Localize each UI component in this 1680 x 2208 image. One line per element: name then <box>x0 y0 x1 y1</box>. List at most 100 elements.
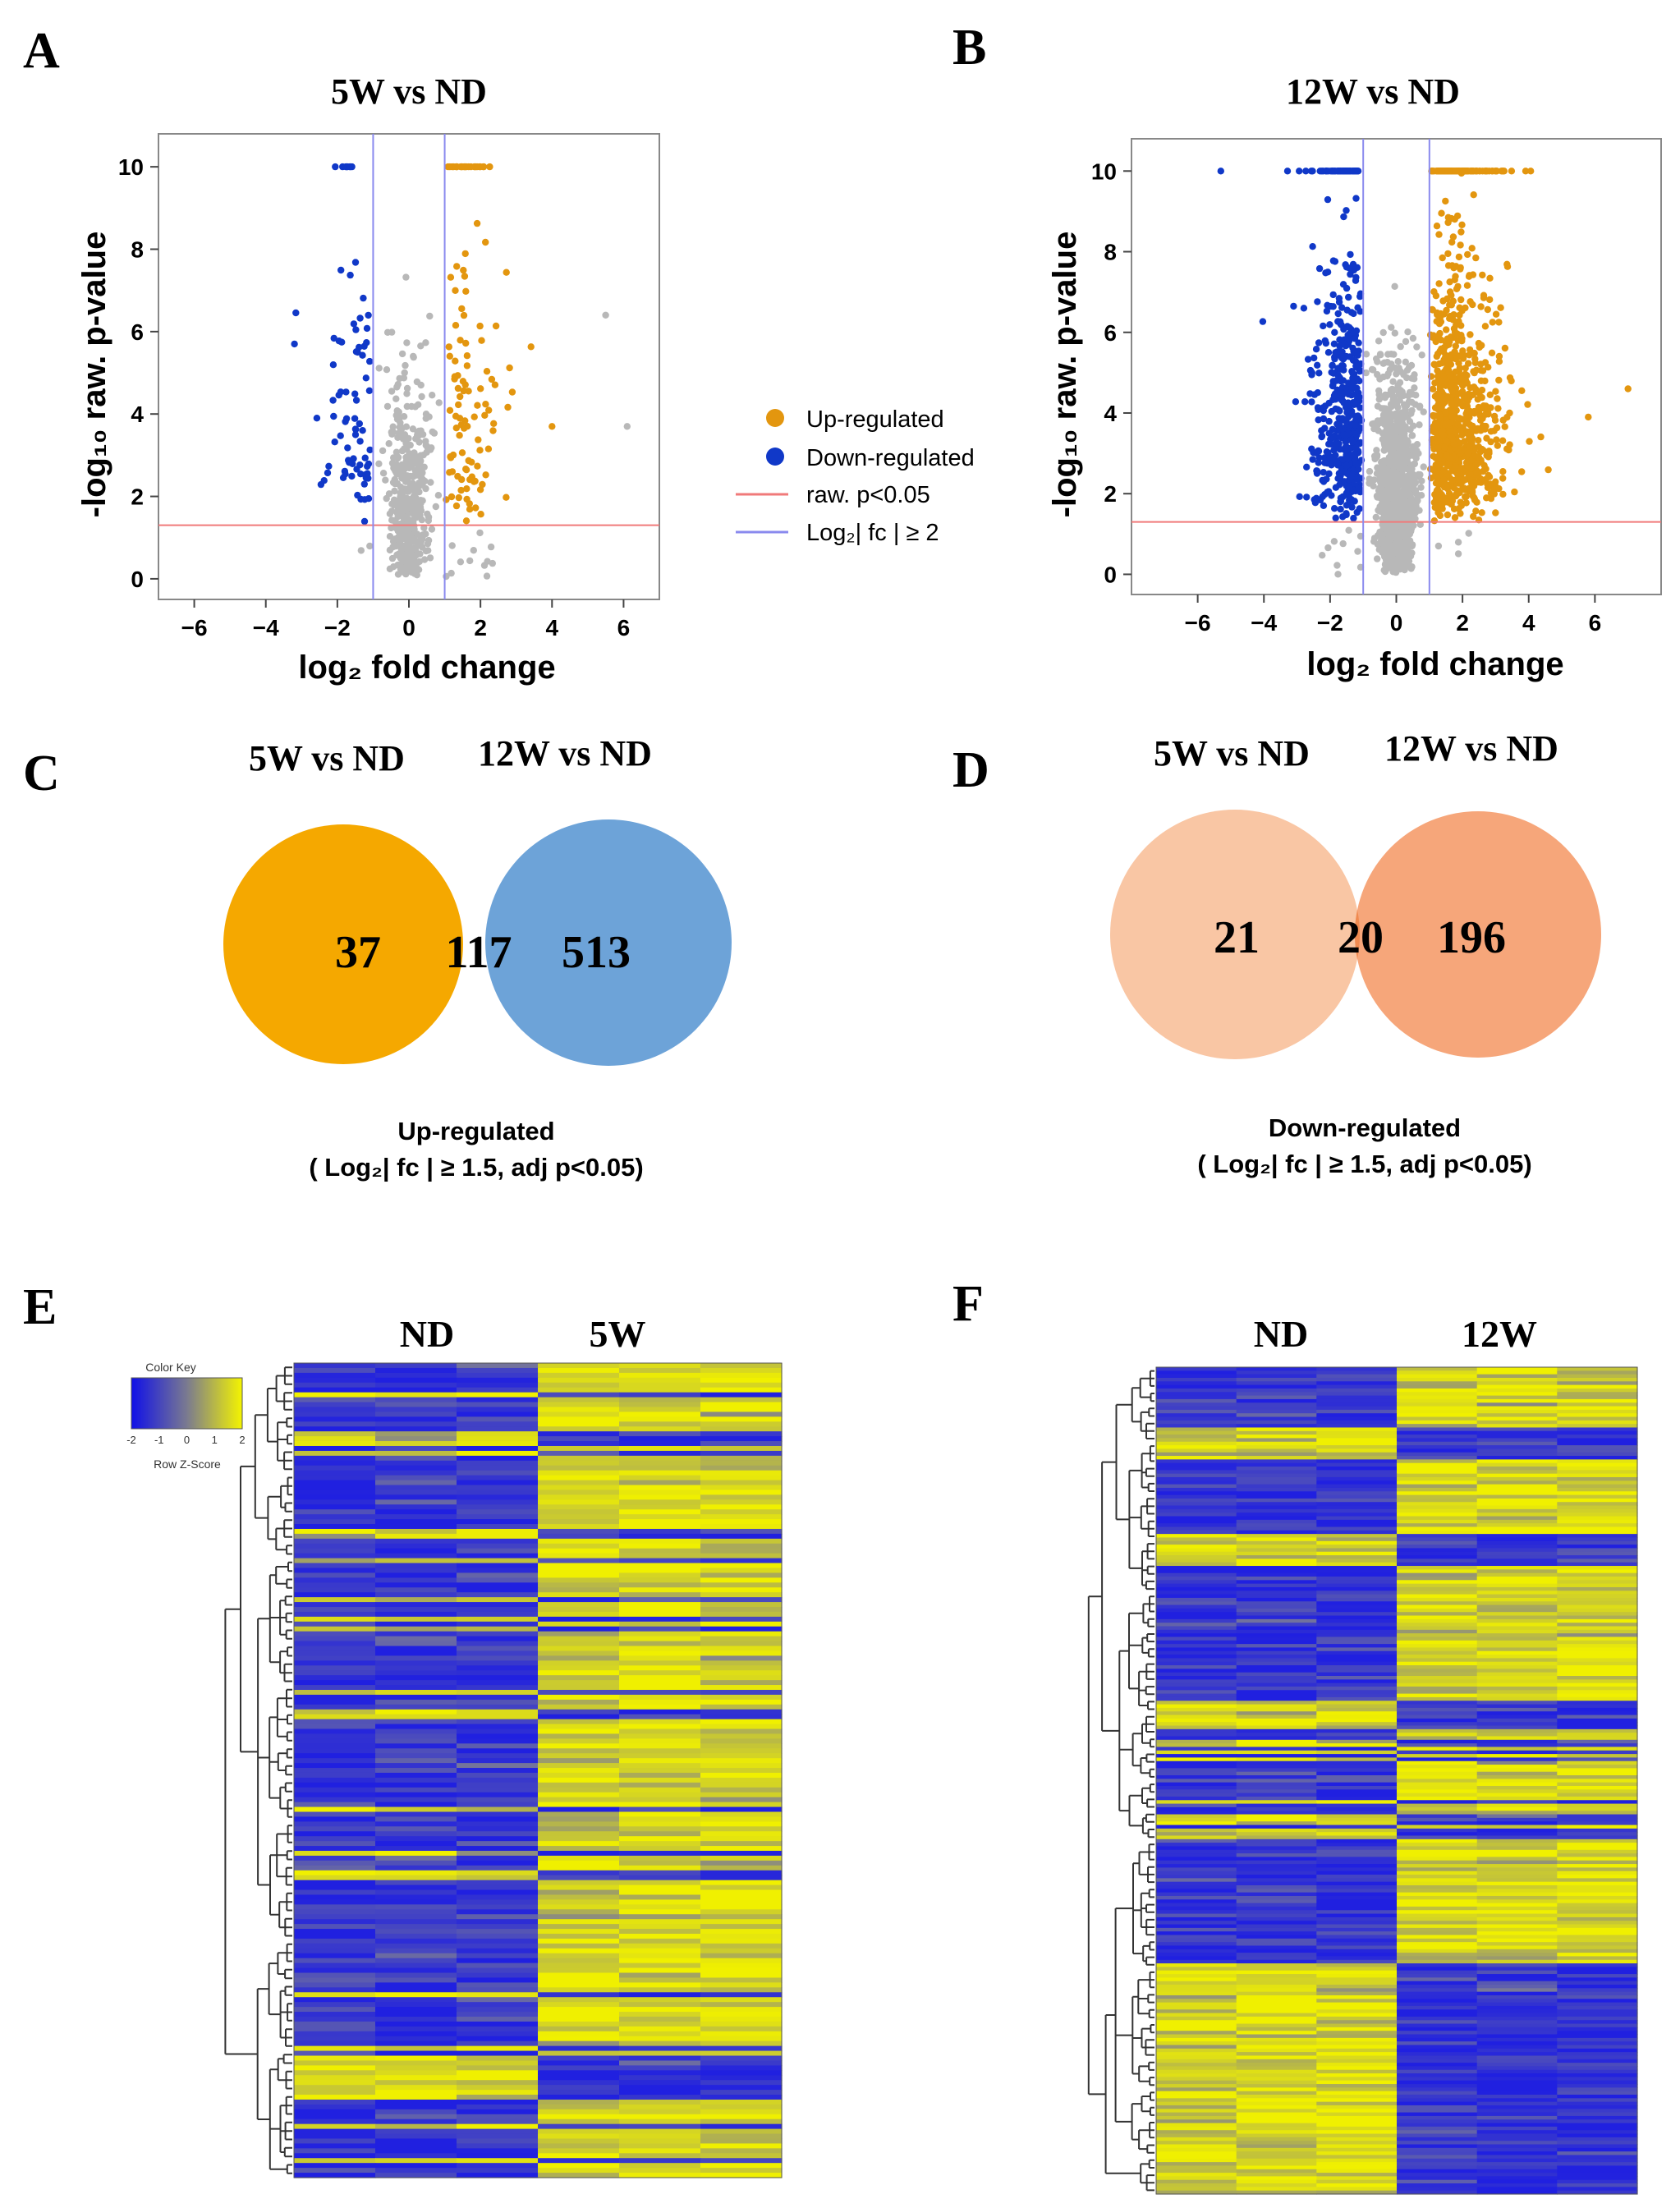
heatE-cells-cell <box>457 1607 539 1613</box>
heatmap-e-dendrogram-branch <box>286 1688 292 1708</box>
volB-point-up <box>1464 418 1471 426</box>
heatF-cells-cell <box>1476 1540 1558 1545</box>
heatF-cells-cell <box>1476 1374 1558 1379</box>
heatE-cells-cell <box>375 1641 457 1647</box>
volA-point-ns <box>400 374 408 382</box>
volB-point-up <box>1494 395 1501 402</box>
heatE-cells-cell <box>375 1602 457 1608</box>
volB-point-down <box>1315 264 1324 273</box>
heatE-cells-cell <box>700 1485 783 1491</box>
volB-point-ns <box>1387 544 1394 551</box>
heatmap-e-dendrogram-branch <box>280 1485 288 1508</box>
heatE-cells-cell <box>294 1367 376 1374</box>
heatE-cells-cell <box>538 1972 620 1979</box>
heatF-cells-cell <box>1476 1530 1558 1535</box>
heatE-cells-cell <box>294 1363 376 1369</box>
heatE-cells-cell <box>538 1855 620 1861</box>
heatE-cells-cell <box>538 1958 620 1964</box>
heatF-cells-cell <box>1236 1491 1317 1496</box>
heatF-cells-cell <box>1236 1456 1317 1460</box>
volB-point-up <box>1451 276 1458 283</box>
heatF-cells-cell <box>1557 1441 1638 1446</box>
volB-point-down <box>1352 421 1359 429</box>
volA-point-down <box>324 469 332 477</box>
heatF-cells-cell <box>1397 1491 1478 1496</box>
heatE-cells-cell <box>619 1509 701 1515</box>
heatE-cells-cell <box>457 2163 539 2169</box>
heatE-cells-cell <box>700 1670 783 1676</box>
volB-point-up <box>1457 498 1464 506</box>
heatE-cells-cell <box>457 1572 539 1578</box>
heatF-cells-cell <box>1316 1438 1398 1443</box>
heatF-cells-cell <box>1476 1498 1558 1503</box>
heatmap-e-dendrogram-branch <box>285 1866 292 1886</box>
volA-point-ns <box>402 496 411 503</box>
venn-c-criteria: ( Log₂| fc | ≥ 1.5, adj p<0.05) <box>309 1153 643 1182</box>
heatE-cells-cell <box>700 1728 783 1735</box>
volB-point-up <box>1462 459 1471 466</box>
volA-point-down <box>365 387 374 394</box>
heatE-cells-cell <box>538 2026 620 2032</box>
heatE-cells-cell <box>700 1929 783 1935</box>
heatE-cells-cell <box>375 1797 457 1803</box>
heatmap-e-dendrogram-branch <box>267 1495 282 1540</box>
heatE-cells-cell <box>457 1436 539 1442</box>
heatF-cells-cell <box>1316 1388 1398 1393</box>
heatE-cells-cell <box>619 1884 701 1891</box>
heatF-cells-cell <box>1476 1491 1558 1496</box>
heatE-cells-cell <box>700 1870 783 1876</box>
volB-point-ns <box>1411 460 1419 467</box>
heatF-cells-cell <box>1316 1530 1398 1535</box>
volA-point-up <box>477 511 484 518</box>
heatE-cells-cell <box>457 1806 539 1813</box>
heatE-cells-cell <box>700 1519 783 1525</box>
volA-xtick-label: 2 <box>474 615 487 640</box>
heatE-cells-cell <box>294 1416 376 1422</box>
volA-point-up <box>462 287 470 295</box>
heatE-cells-cell <box>619 1924 701 1930</box>
heatE-cells-cell <box>700 1841 783 1847</box>
heatF-cells-cell <box>1316 1370 1398 1375</box>
heatE-cells-cell <box>619 1851 701 1857</box>
heatE-cells-cell <box>619 1763 701 1769</box>
heatF-cells-cell <box>1156 1384 1237 1389</box>
volB-point-down <box>1342 447 1350 455</box>
heatE-cells-cell <box>538 1777 620 1783</box>
volA-point-ns <box>487 543 495 551</box>
heatmap-e-dendrogram-branch <box>269 1574 281 1664</box>
heatE-cells-cell <box>375 1724 457 1730</box>
heatE-cells-cell <box>700 1533 783 1540</box>
heatE-cells-cell <box>700 1806 783 1813</box>
volA-point-up <box>452 425 460 432</box>
volB-point-up <box>1447 380 1455 388</box>
heatE-cells-cell <box>538 1899 620 1905</box>
volB-point-ns <box>1388 324 1395 331</box>
volB-point-up <box>1467 428 1475 435</box>
heatF-cells-cell <box>1156 1456 1237 1460</box>
heatF-cells-cell <box>1316 1473 1398 1478</box>
volB-point-down <box>1345 293 1352 301</box>
volA-point-ns <box>388 430 396 438</box>
heatmap-e-dendrogram-branch <box>279 1786 288 1810</box>
heatE-cells-cell <box>294 1412 376 1417</box>
heatE-cells-cell <box>457 1363 539 1369</box>
volB-point-ns <box>1385 468 1393 475</box>
heatE-cells-cell <box>538 1597 620 1603</box>
volA-point-ns <box>426 554 434 562</box>
volB-point-up <box>1486 391 1494 398</box>
heatE-cells-cell <box>375 1558 457 1564</box>
heatE-cells-cell <box>457 1611 539 1618</box>
heatE-cells-cell <box>619 1470 701 1476</box>
heatF-cells-cell <box>1557 1530 1638 1535</box>
volB-point-up <box>1449 316 1457 324</box>
volA-point-ns <box>427 479 434 486</box>
volB-point-down <box>1310 448 1317 457</box>
heatE-cells-cell <box>619 1577 701 1583</box>
heatF-cells-cell <box>1397 1398 1478 1403</box>
volB-point-up <box>1439 254 1446 262</box>
heatF-cells-cell <box>1156 1445 1237 1449</box>
heatE-cells-cell <box>538 1841 620 1847</box>
heatE-cells-cell <box>619 1582 701 1588</box>
heatE-cells-cell <box>375 2114 457 2120</box>
heatE-cells-cell <box>700 1733 783 1739</box>
